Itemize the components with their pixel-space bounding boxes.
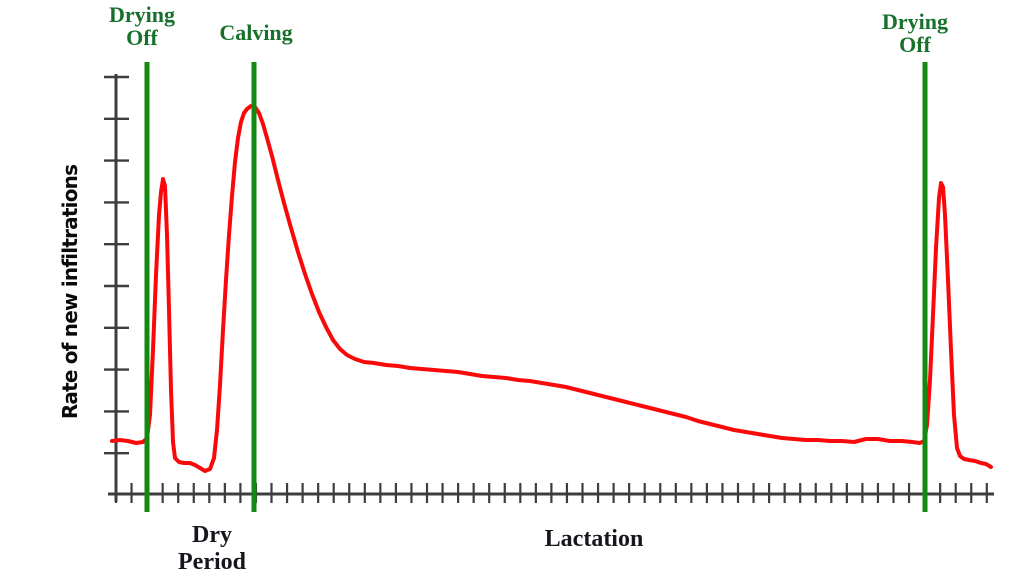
infection-rate-curve <box>110 104 993 473</box>
x-segment-label-dry-period: Dry Period <box>178 522 246 575</box>
y-axis-label: Rate of new infiltrations <box>58 164 82 420</box>
x-segment-label-lactation: Lactation <box>544 526 644 552</box>
event-label-drying-off-right: Drying Off <box>882 9 948 57</box>
event-label-drying-off-left: Drying Off <box>109 2 175 50</box>
event-label-calving: Calving <box>219 20 293 45</box>
